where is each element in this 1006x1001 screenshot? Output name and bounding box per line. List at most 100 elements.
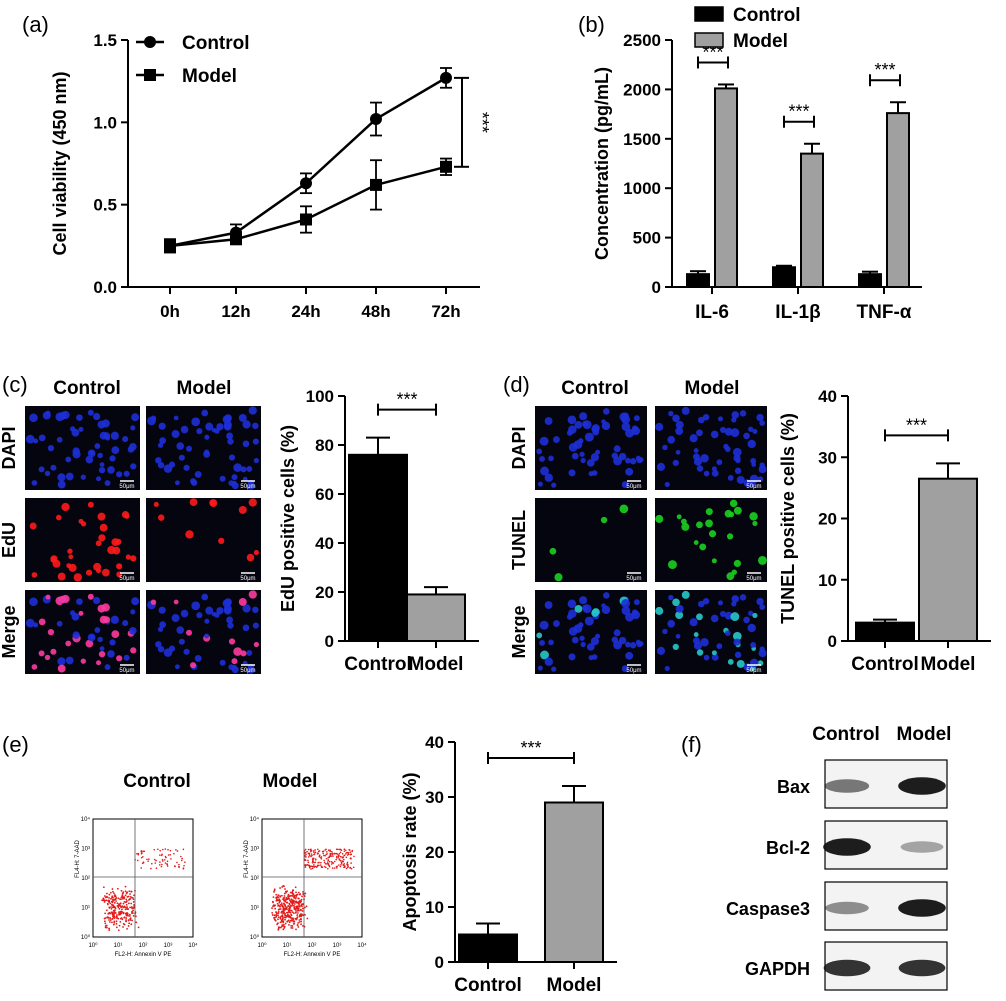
event-dot: [300, 918, 302, 921]
event-dot: [147, 860, 149, 862]
x-axis-title: FL2-H: Annexin V PE: [284, 952, 341, 958]
event-dot: [344, 849, 347, 852]
event-dot: [290, 919, 293, 922]
event-dot: [272, 905, 274, 908]
cell-dot: [727, 658, 734, 665]
event-dot: [284, 913, 286, 916]
event-dot: [283, 923, 285, 926]
event-dot: [293, 907, 296, 910]
cell-dot: [580, 457, 586, 464]
event-dot: [126, 896, 129, 898]
event-dot: [295, 894, 297, 897]
cell-dot: [183, 464, 190, 471]
event-dot: [129, 897, 132, 900]
event-dot: [322, 852, 324, 855]
event-dot: [109, 917, 111, 919]
event-dot: [126, 927, 128, 930]
cell-dot: [756, 597, 764, 606]
cell-dot: [111, 538, 120, 547]
cell-dot: [57, 480, 66, 489]
cell-dot: [252, 422, 259, 430]
event-dot: [277, 918, 279, 921]
legend-label: Model: [733, 31, 788, 52]
event-dot: [305, 856, 307, 858]
event-dot: [124, 890, 127, 893]
x-tick-label: 10³: [333, 943, 342, 949]
cell-dot: [537, 481, 543, 487]
significance-stars: ***: [520, 738, 541, 758]
event-dot: [337, 848, 339, 851]
event-dot: [128, 913, 131, 916]
cell-dot: [25, 434, 35, 444]
event-dot: [286, 890, 289, 893]
cell-dot: [157, 442, 164, 448]
event-dot: [307, 859, 309, 862]
cell-dot: [702, 598, 710, 605]
point-control: [370, 113, 382, 126]
event-dot: [342, 860, 344, 863]
cell-dot: [618, 452, 627, 461]
event-dot: [122, 896, 124, 899]
cell-dot: [711, 466, 717, 472]
cell-dot: [129, 442, 137, 451]
cell-dot: [44, 654, 51, 661]
event-dot: [111, 903, 113, 906]
event-dot: [300, 903, 303, 906]
y-axis-title: Concentration (pg/mL): [592, 67, 612, 260]
cell-dot: [726, 533, 734, 540]
event-dot: [115, 922, 118, 925]
event-dot: [125, 914, 128, 917]
event-dot: [331, 850, 333, 853]
cell-dot: [123, 654, 130, 661]
cell-dot: [157, 461, 165, 469]
event-dot: [346, 863, 349, 865]
cell-dot: [252, 438, 259, 445]
cell-dot: [109, 455, 116, 462]
cell-dot: [752, 520, 758, 527]
cell-dot: [111, 630, 120, 639]
cell-dot: [693, 448, 699, 454]
cell-dot: [730, 428, 740, 438]
event-dot: [154, 862, 157, 864]
x-tick-label: 0h: [160, 302, 180, 321]
cell-dot: [708, 530, 717, 538]
row-label-edu: EdU: [0, 522, 19, 558]
event-dot: [128, 915, 131, 917]
event-dot: [299, 908, 302, 911]
event-dot: [125, 903, 128, 906]
cell-dot: [584, 432, 594, 442]
event-dot: [331, 867, 334, 869]
cell-dot: [602, 592, 610, 599]
event-dot: [122, 891, 125, 894]
cell-dot: [667, 619, 676, 628]
cell-dot: [672, 598, 680, 607]
event-dot: [335, 858, 337, 861]
cell-dot: [571, 636, 579, 644]
cell-dot: [711, 650, 717, 656]
cell-dot: [739, 410, 747, 417]
cell-dot: [750, 642, 757, 648]
cell-dot: [94, 443, 101, 449]
event-dot: [281, 924, 284, 926]
event-dot: [325, 848, 327, 851]
cell-dot: [567, 599, 577, 609]
cell-dot: [238, 597, 247, 606]
event-dot: [116, 887, 119, 890]
cell-dot: [750, 458, 757, 464]
event-dot: [308, 864, 310, 867]
cell-dot: [209, 499, 216, 507]
event-dot: [128, 902, 130, 905]
cell-dot: [242, 624, 250, 632]
event-dot: [320, 861, 322, 864]
event-dot: [291, 911, 294, 914]
event-dot: [319, 864, 322, 866]
cell-dot: [56, 436, 63, 443]
cell-dot: [204, 618, 210, 624]
cell-dot: [47, 444, 55, 452]
event-dot: [161, 863, 163, 866]
cell-dot: [631, 425, 638, 432]
event-dot: [288, 908, 290, 910]
cell-dot: [611, 636, 619, 644]
panel-c-edu-micrographs: Control Model DAPI 50μm 50μm EdU 50μm 50μm Merge…: [0, 378, 261, 674]
cell-dot: [191, 601, 201, 611]
